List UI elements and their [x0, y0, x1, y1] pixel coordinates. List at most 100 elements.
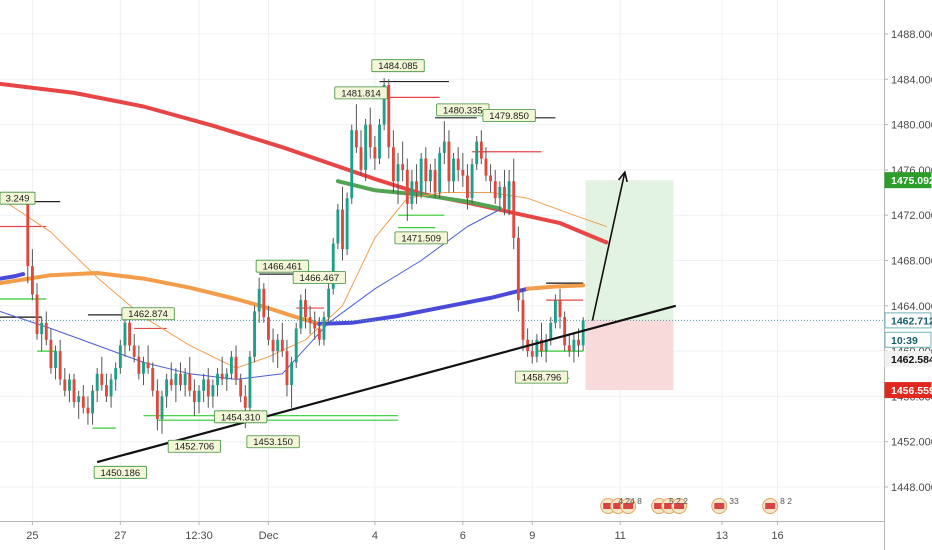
candle-body: [206, 379, 210, 397]
candle-body: [276, 339, 280, 352]
candle-body: [401, 164, 405, 170]
candle: [142, 356, 145, 386]
candle: [456, 147, 460, 182]
candle: [368, 107, 372, 159]
economic-event-marker[interactable]: 5 2 2: [651, 496, 689, 514]
x-tick-label: 11: [614, 530, 625, 542]
badge-bg: [884, 331, 932, 348]
candle-body: [188, 373, 192, 391]
candle: [424, 147, 428, 193]
candle: [489, 164, 493, 193]
candle: [544, 334, 548, 363]
label-text: 1466.467: [300, 273, 340, 284]
economic-event-marker[interactable]: 4 24 8: [600, 496, 642, 514]
y-tick-label: 1480.000: [891, 120, 932, 132]
candle-body: [493, 181, 497, 199]
label-text: 1453.150: [253, 437, 293, 448]
candle: [54, 345, 57, 380]
candle: [220, 356, 224, 386]
candle: [553, 294, 557, 329]
candle: [81, 385, 85, 414]
price-badges: 1475.092 1462.712 10:39 1462.584 1456.559: [884, 172, 932, 399]
candle: [30, 249, 34, 301]
candle: [294, 322, 298, 369]
x-tick-label: 4: [372, 530, 378, 542]
candle: [26, 192, 30, 284]
label-box: [121, 307, 175, 321]
candle-body: [503, 186, 506, 210]
candle: [322, 311, 326, 346]
candle: [401, 141, 405, 182]
candle-body: [169, 379, 173, 386]
flag-stripe: [613, 503, 624, 509]
candle: [276, 334, 280, 369]
candle: [132, 334, 136, 363]
candle-body: [577, 339, 580, 346]
candle-body: [202, 379, 206, 391]
label-box: [334, 86, 388, 100]
candle: [466, 164, 469, 210]
candle-body: [155, 390, 159, 420]
label-text: 1484.085: [378, 61, 418, 72]
candle: [248, 351, 252, 414]
flag-stripe: [765, 503, 776, 509]
price-point-label: 1454.310: [214, 410, 268, 424]
drawings[interactable]: [96, 170, 677, 464]
candle: [308, 305, 312, 335]
candle-body: [313, 322, 317, 329]
candle-body: [530, 351, 534, 357]
candle-body: [373, 147, 377, 159]
candle: [336, 203, 340, 250]
badge-bg: [884, 351, 932, 368]
price-point-label: 3.249: [0, 191, 36, 205]
candle: [202, 373, 206, 403]
candle-body: [489, 175, 493, 182]
event-markers[interactable]: 4 24 8 5 2 2 33 8 2: [600, 496, 793, 514]
x-tick-label: 25: [26, 530, 38, 542]
candle: [470, 158, 474, 204]
candle-body: [350, 130, 354, 199]
candle-body: [253, 311, 256, 357]
candle-body: [44, 322, 48, 340]
candle: [516, 226, 520, 312]
flag-stripe: [714, 503, 725, 509]
point-labels: 3.249 1462.874 1452.706 1450.186 1454.310 145…: [0, 59, 569, 479]
candle-body: [91, 390, 95, 414]
candle-body: [308, 317, 312, 323]
y-tick-label: 1472.000: [891, 210, 932, 222]
candle: [197, 385, 201, 414]
candle: [95, 368, 99, 403]
candle-body: [211, 385, 215, 397]
candle-body: [137, 356, 141, 374]
y-tick-label: 1484.000: [891, 74, 932, 86]
price-point-label: 1471.509: [394, 231, 448, 244]
candle-body: [378, 124, 381, 159]
long-position-box[interactable]: [585, 180, 674, 391]
price-badge: 10:39: [884, 331, 932, 348]
candle-body: [327, 288, 331, 318]
candle: [40, 317, 44, 352]
economic-event-marker[interactable]: 33: [711, 496, 739, 514]
candle-body: [447, 141, 451, 182]
candle-body: [354, 130, 358, 148]
candle: [114, 362, 118, 391]
price-badge: 1475.092: [884, 172, 932, 189]
candle-body: [123, 322, 127, 346]
candle: [169, 362, 173, 391]
candle-body: [433, 169, 437, 193]
candle-body: [220, 373, 224, 380]
candle: [262, 283, 266, 323]
candle: [563, 311, 567, 352]
badge-bg: [884, 312, 932, 329]
candle: [433, 158, 437, 199]
candle: [521, 288, 525, 352]
candle: [331, 237, 335, 295]
candle-body: [572, 339, 576, 352]
label-text: 1466.461: [263, 262, 303, 273]
candle-body: [461, 169, 465, 176]
economic-event-marker[interactable]: 8 2: [762, 496, 793, 514]
badge-text: 1462.584: [891, 354, 932, 366]
candle: [63, 368, 67, 397]
label-box: [214, 410, 268, 424]
